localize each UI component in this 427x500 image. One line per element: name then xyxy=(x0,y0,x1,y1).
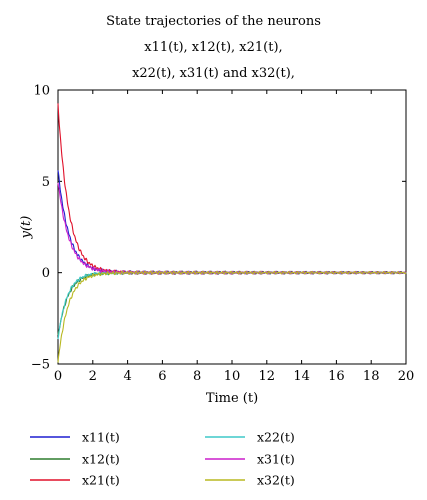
x-tick-label: 0 xyxy=(54,369,62,384)
legend-label-x22t: x22(t) xyxy=(257,430,295,445)
y-tick-label: 10 xyxy=(33,84,50,99)
x-tick-label: 10 xyxy=(224,369,241,384)
y-tick-label: −5 xyxy=(31,358,50,373)
chart-title-line-1: State trajectories of the neurons xyxy=(106,14,321,29)
y-tick-label: 0 xyxy=(42,266,50,281)
x-tick-label: 20 xyxy=(398,369,415,384)
y-tick-label: 5 xyxy=(42,175,50,190)
x-tick-label: 8 xyxy=(193,369,201,384)
plot-frame xyxy=(57,89,407,365)
x-axis-label: Time (t) xyxy=(206,391,258,406)
x-tick-label: 6 xyxy=(158,369,166,384)
chart-title-line-3: x22(t), x31(t) and x32(t), xyxy=(132,66,295,81)
series-line-x12t xyxy=(57,270,407,336)
series-line-x11t xyxy=(57,170,407,275)
x-tick-label: 16 xyxy=(328,369,345,384)
chart-title-line-2: x11(t), x12(t), x21(t), xyxy=(144,40,283,55)
legend-label-x31t: x31(t) xyxy=(257,452,295,467)
x-tick-label: 2 xyxy=(89,369,97,384)
series-line-x31t xyxy=(57,182,407,276)
legend-label-x12t: x12(t) xyxy=(82,452,120,467)
x-tick-label: 12 xyxy=(259,369,276,384)
x-tick-label: 18 xyxy=(363,369,380,384)
series-line-x32t xyxy=(57,270,407,363)
legend-label-x32t: x32(t) xyxy=(257,473,295,488)
series-line-x21t xyxy=(57,103,407,275)
series-line-x22t xyxy=(57,270,407,340)
x-tick-label: 14 xyxy=(293,369,310,384)
x-tick-label: 4 xyxy=(123,369,131,384)
legend-label-x21t: x21(t) xyxy=(82,473,120,488)
y-axis-label: y(t) xyxy=(19,216,34,240)
legend-label-x11t: x11(t) xyxy=(82,430,120,445)
